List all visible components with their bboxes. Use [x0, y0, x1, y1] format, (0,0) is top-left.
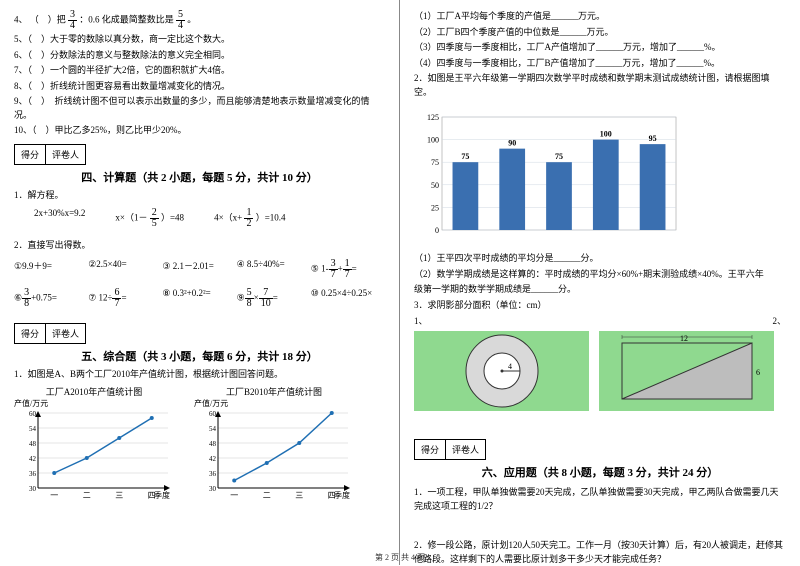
svg-text:100: 100 — [427, 136, 439, 145]
svg-text:50: 50 — [431, 181, 439, 190]
calc-10: ⑩ 0.25×4÷0.25× — [311, 288, 385, 309]
fill-2: （2）工厂B四个季度产值的中位数是______万元。 — [414, 26, 786, 40]
calc-3: ③ 2.1－2.01= — [162, 259, 236, 280]
svg-text:54: 54 — [209, 425, 217, 433]
svg-text:125: 125 — [427, 113, 439, 122]
svg-text:90: 90 — [508, 139, 516, 148]
q5-1: 1．如图是A、B两个工厂2010年产值统计图，根据统计图回答问题。 — [14, 368, 385, 382]
svg-text:75: 75 — [555, 152, 563, 161]
judge-10: 10、（ ）甲比乙多25%，则乙比甲少20%。 — [14, 124, 385, 138]
section-5-title: 五、综合题（共 3 小题，每题 6 分，共计 18 分） — [14, 348, 385, 364]
svg-text:三: 三 — [295, 491, 303, 500]
svg-text:30: 30 — [209, 485, 217, 493]
svg-text:75: 75 — [431, 158, 439, 167]
right-column: （1）工厂A平均每个季度的产值是______万元。 （2）工厂B四个季度产值的中… — [400, 0, 800, 565]
calc-1: ①9.9＋9= — [14, 259, 88, 280]
bar-q2b: 级第一学期的数学学期成绩是______分。 — [414, 283, 786, 297]
q2-label-right: 2．如图是王平六年级第一学期四次数学平时成绩和数学期末测试成绩统计图，请根据图填… — [414, 72, 786, 99]
judge-8: 8、（ ）折线统计图更容易看出数量增减变化的情况。 — [14, 80, 385, 94]
svg-text:季度: 季度 — [334, 490, 350, 500]
calc-9: ⑨58×710= — [237, 288, 311, 309]
svg-text:36: 36 — [29, 470, 37, 478]
bar-chart: 0 25 50 75 100 125 75 90 75 100 95 — [414, 107, 786, 244]
frac-5-4: 54 — [176, 10, 185, 31]
svg-text:三: 三 — [115, 491, 123, 500]
judge-7: 7、（ ）一个圆的半径扩大2倍，它的面积就扩大4倍。 — [14, 64, 385, 78]
bar-chart-svg: 0 25 50 75 100 125 75 90 75 100 95 — [414, 107, 684, 242]
svg-text:12: 12 — [680, 335, 688, 343]
svg-text:二: 二 — [83, 491, 91, 500]
left-column: 4、 （ ）把 34 ：0.6 化成最简整数比是 54 。 5、（ ）大于零的数… — [0, 0, 400, 565]
chart-b-svg: 303642485460一二三四季度 — [194, 409, 354, 504]
shape-1: 4 — [414, 331, 589, 411]
q3-label: 3．求阴影部分面积（单位：cm） — [414, 299, 786, 313]
svg-text:25: 25 — [431, 203, 439, 212]
eq-3: 4×（x+ 12 ）=10.4 — [214, 208, 285, 229]
q2-label: 2．直接写出得数。 — [14, 239, 385, 253]
fill-3: （3）四季度与一季度相比，工厂A产值增加了______万元，增加了______%… — [414, 41, 786, 55]
judge-4-mid: ：0.6 化成最简整数比是 — [79, 15, 174, 25]
app-1: 1．一项工程，甲队单独做需要20天完成，乙队单独做需要30天完成，甲乙两队合做需… — [414, 486, 786, 513]
judge-4-num: 4、 — [14, 15, 28, 25]
calc-4: ④ 8.5÷40%= — [237, 259, 311, 280]
calc-5: ⑤ 1-37+17= — [311, 259, 385, 280]
score-box-5: 得分 评卷人 — [14, 323, 385, 344]
shape-num-1: 1、 — [414, 314, 428, 327]
judge-6: 6、（ ）分数除法的意义与整数除法的意义完全相同。 — [14, 49, 385, 63]
triangle-rect-icon: 12 6 — [612, 335, 762, 407]
section-6-title: 六、应用题（共 8 小题，每题 3 分，共计 24 分） — [414, 464, 786, 480]
judge-4-t1: （ ）把 — [30, 15, 66, 25]
equations-row: 2x+30%x=9.2 x×（1－ 25 ）=48 4×（x+ 12 ）=10.… — [34, 208, 385, 229]
calc-2: ②2.5×40= — [88, 259, 162, 280]
shapes-row: 4 12 6 — [414, 331, 786, 411]
annulus-icon: 4 — [462, 331, 542, 411]
svg-text:48: 48 — [209, 440, 217, 448]
q1-label: 1．解方程。 — [14, 189, 385, 203]
eq-2: x×（1－ 25 ）=48 — [115, 208, 184, 229]
svg-text:季度: 季度 — [154, 490, 170, 500]
page-footer: 第 2 页 共 4 页 — [0, 552, 800, 563]
svg-text:42: 42 — [209, 455, 217, 463]
calc-6: ⑥38+0.75= — [14, 288, 88, 309]
score-box-6: 得分 评卷人 — [414, 439, 786, 460]
eq-1: 2x+30%x=9.2 — [34, 208, 85, 229]
chart-row: 工厂A2010年产值统计图 产值/万元 303642485460一二三四季度 工… — [14, 385, 385, 506]
svg-text:4: 4 — [508, 362, 512, 371]
chart-a: 工厂A2010年产值统计图 产值/万元 303642485460一二三四季度 — [14, 385, 174, 506]
judge-4: 4、 （ ）把 34 ：0.6 化成最简整数比是 54 。 — [14, 10, 385, 31]
svg-text:36: 36 — [209, 470, 217, 478]
judge-5: 5、（ ）大于零的数除以真分数，商一定比这个数大。 — [14, 33, 385, 47]
judge-4-end: 。 — [187, 15, 196, 25]
calc-7: ⑦ 12÷67= — [88, 288, 162, 309]
fill-4: （4）四季度与一季度相比，工厂B产值增加了______万元，增加了______%… — [414, 57, 786, 71]
judge-9: 9、（ ） 折线统计图不但可以表示出数量的多少，而且能够清楚地表示数量增减变化的… — [14, 95, 385, 122]
svg-text:54: 54 — [29, 425, 37, 433]
section-4-title: 四、计算题（共 2 小题，每题 5 分，共计 10 分） — [14, 169, 385, 185]
svg-text:6: 6 — [756, 368, 760, 377]
svg-text:95: 95 — [649, 134, 657, 143]
score-box-4: 得分 评卷人 — [14, 144, 385, 165]
chart-a-svg: 303642485460一二三四季度 — [14, 409, 174, 504]
shape-2: 12 6 — [599, 331, 774, 411]
bar-q1: （1）王平四次平时成绩的平均分是______分。 — [414, 252, 786, 266]
svg-text:一: 一 — [50, 491, 58, 500]
chart-b: 工厂B2010年产值统计图 产值/万元 303642485460一二三四季度 — [194, 385, 354, 506]
svg-text:一: 一 — [230, 491, 238, 500]
frac-3-4: 34 — [68, 10, 77, 31]
svg-text:48: 48 — [29, 440, 37, 448]
svg-text:二: 二 — [263, 491, 271, 500]
svg-text:100: 100 — [600, 130, 612, 139]
shape-num-2: 2、 — [772, 314, 786, 327]
svg-text:30: 30 — [29, 485, 37, 493]
score-label: 得分 — [14, 144, 46, 165]
bar-q2a: （2）数学学期成绩是这样算的：平时成绩的平均分×60%+期末测验成绩×40%。王… — [414, 268, 786, 282]
calc-grid: ①9.9＋9= ②2.5×40= ③ 2.1－2.01= ④ 8.5÷40%= … — [14, 259, 385, 317]
fill-1: （1）工厂A平均每个季度的产值是______万元。 — [414, 10, 786, 24]
calc-8: ⑧ 0.3²+0.2²= — [162, 288, 236, 309]
grader-label: 评卷人 — [46, 144, 86, 165]
svg-text:0: 0 — [435, 226, 439, 235]
svg-text:75: 75 — [461, 152, 469, 161]
svg-text:42: 42 — [29, 455, 37, 463]
